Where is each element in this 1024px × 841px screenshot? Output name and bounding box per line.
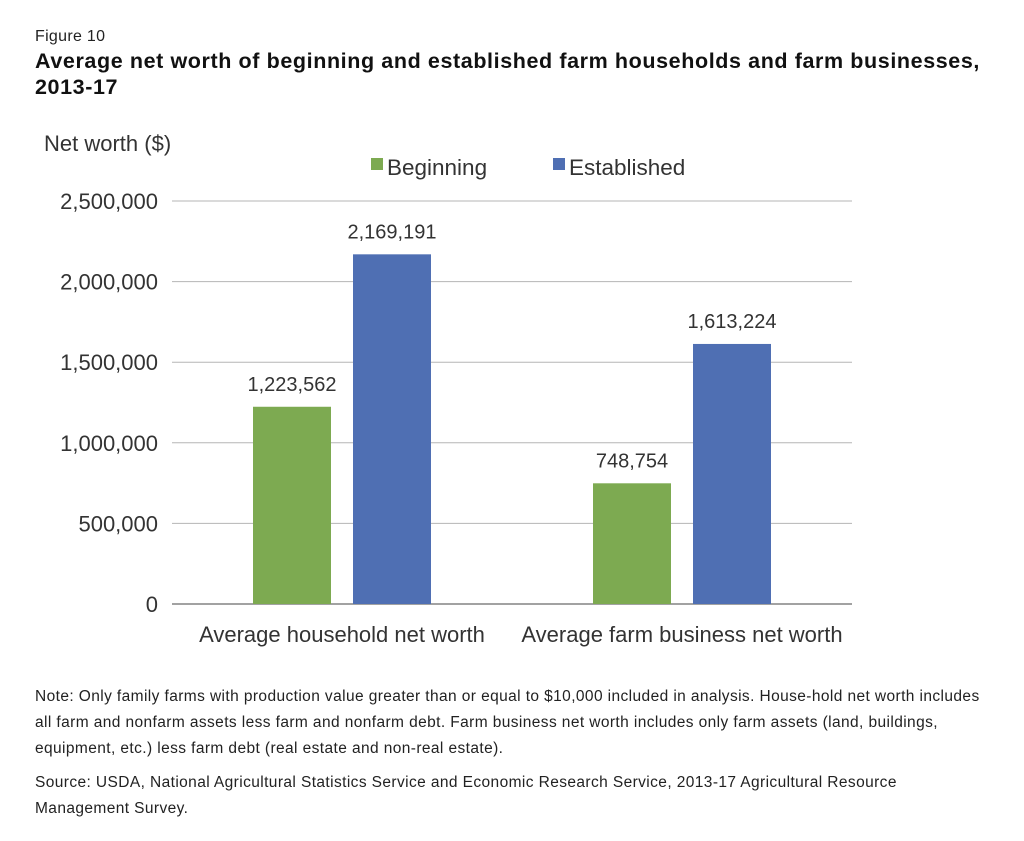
legend-label: Established (569, 155, 685, 180)
figure-label: Figure 10 (35, 28, 106, 45)
y-tick-label: 2,000,000 (60, 270, 158, 295)
y-tick-label: 0 (146, 592, 158, 617)
bar-chart: Net worth ($) 0 500,000 1,000,000 1,500,000 2… (44, 131, 852, 647)
bar-established (693, 343, 771, 604)
chart-note: Note: Only family farms with production … (35, 688, 980, 757)
x-tick-label: Average farm business net worth (521, 622, 842, 647)
legend-label: Beginning (387, 155, 487, 180)
data-label: 1,613,224 (688, 311, 777, 333)
bar-beginning (253, 406, 331, 604)
bar-established (353, 254, 431, 604)
chart-source: Source: USDA, National Agricultural Stat… (35, 774, 897, 817)
y-axis-title: Net worth ($) (44, 131, 171, 156)
y-tick-label: 500,000 (78, 511, 158, 536)
y-tick-label: 2,500,000 (60, 189, 158, 214)
y-tick-label: 1,500,000 (60, 350, 158, 375)
data-label: 748,754 (596, 450, 668, 472)
data-label: 2,169,191 (348, 221, 437, 243)
bar-beginning (593, 483, 671, 604)
figure-title: Average net worth of beginning and estab… (35, 49, 980, 99)
x-tick-label: Average household net worth (199, 622, 485, 647)
data-label: 1,223,562 (248, 374, 337, 396)
y-tick-label: 1,000,000 (60, 431, 158, 456)
legend-swatch (553, 158, 565, 170)
legend-swatch (371, 158, 383, 170)
